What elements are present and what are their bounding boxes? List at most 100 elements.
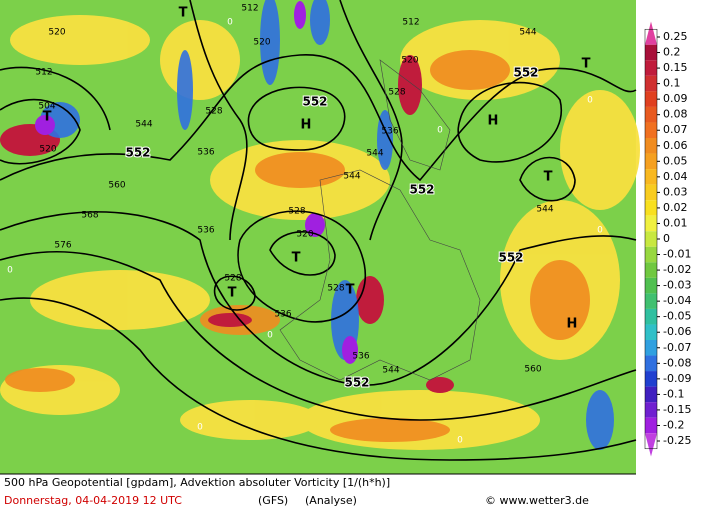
map-labels: 552 552 552 552 552 552 H H H T T T T T T T 512 512 512 520… bbox=[7, 4, 603, 446]
colorbar-label: -0.07 bbox=[663, 341, 691, 354]
colorbar-label: 0.07 bbox=[663, 123, 688, 136]
pressure-center: T bbox=[292, 251, 301, 266]
contour-label: 536 bbox=[274, 310, 291, 320]
contour-label: 544 bbox=[366, 149, 383, 159]
colorbar-label: -0.25 bbox=[663, 434, 691, 447]
colorbar-label: -0.09 bbox=[663, 372, 691, 385]
footer-date: Donnerstag, 04-04-2019 12 UTC bbox=[4, 494, 182, 507]
contour-label: 544 bbox=[135, 120, 152, 130]
colorbar-label: 0.1 bbox=[663, 77, 681, 90]
contour-label: 560 bbox=[108, 181, 125, 191]
contour-label: 512 bbox=[241, 4, 258, 14]
pressure-center: H bbox=[301, 118, 312, 133]
colorbar-label: 0.08 bbox=[663, 108, 688, 121]
footer-run: (Analyse) bbox=[305, 494, 357, 507]
pressure-center: T bbox=[582, 57, 591, 72]
footer-model: (GFS) bbox=[258, 494, 288, 507]
contour-label: 552 bbox=[125, 146, 150, 160]
colorbar-cell bbox=[645, 44, 657, 61]
contour-label: 552 bbox=[513, 66, 538, 80]
colorbar-label: 0.05 bbox=[663, 154, 688, 167]
colorbar-cell bbox=[645, 417, 657, 434]
colorbar-label: -0.1 bbox=[663, 387, 684, 400]
colorbar-cap bbox=[645, 21, 657, 45]
contour-label: 0 bbox=[457, 436, 463, 446]
colorbar-cell bbox=[645, 246, 657, 263]
contour-label: 576 bbox=[54, 241, 71, 251]
colorbar-label: 0.02 bbox=[663, 201, 688, 214]
colorbar-cell bbox=[645, 106, 657, 123]
colorbar-label: 0.09 bbox=[663, 92, 688, 105]
colorbar-cell bbox=[645, 386, 657, 403]
pressure-center: T bbox=[179, 6, 188, 21]
colorbar-cell bbox=[645, 277, 657, 294]
colorbar-cell bbox=[645, 402, 657, 418]
colorbar-cell bbox=[645, 215, 657, 232]
contour-label: 520 bbox=[39, 145, 56, 155]
colorbar-cap bbox=[645, 433, 657, 457]
colorbar-label: -0.02 bbox=[663, 263, 691, 276]
pressure-center: T bbox=[544, 170, 553, 185]
colorbar-cell bbox=[645, 231, 657, 247]
colorbar-cell bbox=[645, 293, 657, 309]
pressure-center: T bbox=[346, 283, 355, 298]
footer-title: 500 hPa Geopotential [gpdam], Advektion … bbox=[4, 476, 390, 489]
colorbar-label: 0.06 bbox=[663, 139, 688, 152]
colorbar-cell bbox=[645, 308, 657, 325]
contour-label: 528 bbox=[288, 207, 305, 217]
contour-label: 512 bbox=[402, 18, 419, 28]
colorbar-label: -0.04 bbox=[663, 294, 691, 307]
pressure-center: H bbox=[488, 114, 499, 129]
contour-label: 520 bbox=[401, 56, 418, 66]
contour-label: 0 bbox=[587, 96, 593, 106]
colorbar-cell bbox=[645, 138, 657, 154]
contour-label: 0 bbox=[197, 423, 203, 433]
footer-copyright: © www.wetter3.de bbox=[485, 494, 589, 507]
contour-label: 544 bbox=[519, 28, 536, 38]
contour-label: 568 bbox=[81, 211, 98, 221]
colorbar: 0.25 0.2 0.15 0.1 0.09 0.08 0.07 0.06 0.05 0.04 0.… bbox=[644, 21, 691, 457]
pressure-center: T bbox=[228, 286, 237, 301]
colorbar-cell bbox=[645, 153, 657, 170]
colorbar-cell bbox=[645, 324, 657, 340]
colorbar-label: 0.03 bbox=[663, 185, 688, 198]
contour-label: 0 bbox=[267, 331, 273, 341]
contour-label: 528 bbox=[205, 107, 222, 117]
colorbar-label: 0.04 bbox=[663, 170, 688, 183]
contour-label: 552 bbox=[302, 95, 327, 109]
contour-label: 552 bbox=[498, 251, 523, 265]
colorbar-cell bbox=[645, 355, 657, 372]
colorbar-label: -0.06 bbox=[663, 325, 691, 338]
colorbar-cell bbox=[645, 122, 657, 138]
contour-label: 520 bbox=[253, 38, 270, 48]
colorbar-label: 0.2 bbox=[663, 46, 681, 59]
contour-label: 528 bbox=[327, 284, 344, 294]
contour-label: 544 bbox=[536, 205, 553, 215]
colorbar-frame bbox=[644, 28, 658, 450]
colorbar-label: -0.01 bbox=[663, 248, 691, 261]
footer-panel bbox=[0, 474, 636, 513]
contour-label: 0 bbox=[597, 226, 603, 236]
colorbar-cell bbox=[645, 60, 657, 76]
colorbar-label: -0.08 bbox=[663, 356, 691, 369]
contour-label: 560 bbox=[524, 365, 541, 375]
pressure-center: H bbox=[567, 317, 578, 332]
colorbar-cell bbox=[645, 91, 657, 107]
colorbar-label: -0.03 bbox=[663, 279, 691, 292]
colorbar-label: -0.15 bbox=[663, 403, 691, 416]
contour-label: 528 bbox=[388, 88, 405, 98]
contour-label: 0 bbox=[437, 126, 443, 136]
colorbar-cell bbox=[645, 371, 657, 387]
contour-label: 536 bbox=[352, 352, 369, 362]
contour-label: 0 bbox=[227, 18, 233, 28]
contour-label: 544 bbox=[343, 172, 360, 182]
contour-label: 552 bbox=[409, 183, 434, 197]
colorbar-label: 0 bbox=[663, 232, 670, 245]
contour-label: 536 bbox=[197, 148, 214, 158]
contour-label: 552 bbox=[344, 376, 369, 390]
colorbar-cell bbox=[645, 262, 657, 278]
contour-label: 520 bbox=[48, 28, 65, 38]
colorbar-label: 0.15 bbox=[663, 61, 688, 74]
